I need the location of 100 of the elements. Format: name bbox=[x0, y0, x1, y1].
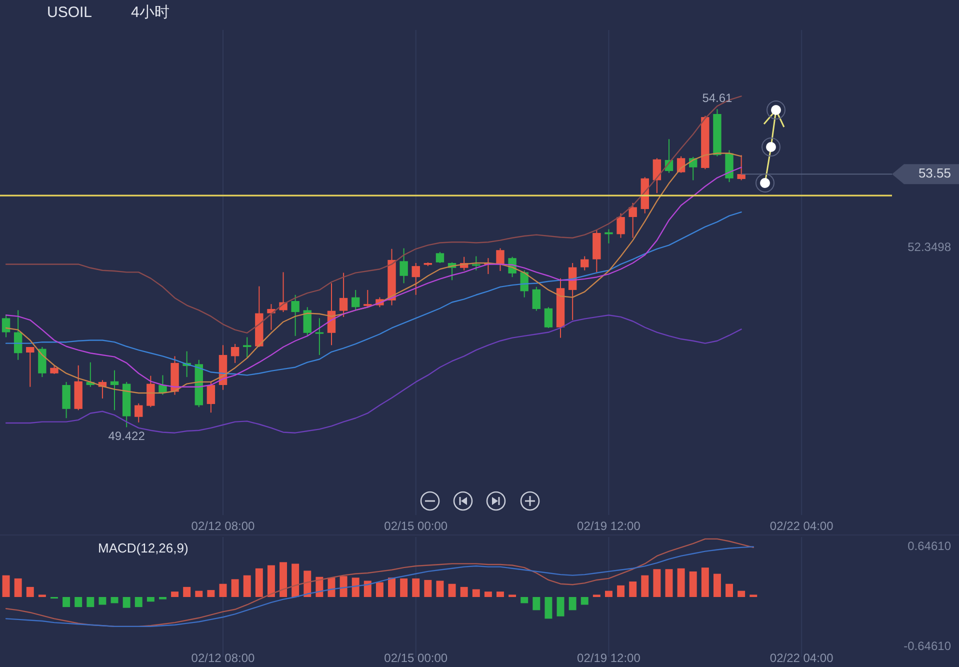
bar bbox=[122, 597, 130, 608]
bar bbox=[255, 568, 263, 597]
bar bbox=[74, 597, 82, 608]
bar bbox=[436, 580, 444, 597]
candlestick bbox=[291, 294, 300, 336]
annotation: 54.61 bbox=[702, 91, 733, 106]
bar bbox=[641, 575, 649, 597]
bar bbox=[726, 584, 734, 597]
candlestick bbox=[230, 343, 240, 364]
bar bbox=[665, 569, 673, 597]
bar bbox=[62, 597, 70, 608]
bar bbox=[352, 578, 360, 597]
bar bbox=[653, 569, 661, 597]
candlestick bbox=[315, 318, 324, 356]
candlestick bbox=[146, 375, 155, 408]
candlestick bbox=[364, 289, 372, 308]
line-series bbox=[5, 212, 742, 376]
bar bbox=[701, 568, 709, 597]
chart-subtitle: 4小时 bbox=[131, 4, 170, 21]
bar bbox=[677, 568, 685, 597]
bar bbox=[219, 584, 227, 597]
x-tick-label: 02/19 12:00 bbox=[577, 651, 641, 666]
bar bbox=[556, 597, 564, 616]
candlestick bbox=[544, 306, 553, 328]
x-tick-label: 02/22 04:00 bbox=[770, 519, 834, 534]
bar bbox=[412, 578, 420, 597]
candlestick bbox=[206, 380, 216, 414]
bar bbox=[292, 564, 300, 597]
candlestick bbox=[351, 289, 360, 311]
bar bbox=[376, 582, 384, 597]
bar bbox=[617, 585, 625, 597]
candlestick bbox=[412, 262, 420, 296]
bar bbox=[364, 580, 372, 597]
line-series bbox=[5, 96, 742, 334]
annotation: 49.422 bbox=[108, 429, 146, 444]
y-tick-label: -0.64610 bbox=[904, 639, 952, 654]
x-tick-label: 02/19 12:00 bbox=[577, 519, 641, 534]
bar bbox=[388, 578, 396, 597]
bar bbox=[86, 597, 94, 608]
candlestick bbox=[134, 402, 143, 423]
bar bbox=[484, 592, 492, 597]
bar bbox=[472, 589, 480, 597]
candlestick bbox=[62, 381, 70, 419]
chart-title: MACD(12,26,9) bbox=[98, 540, 188, 556]
candlestick bbox=[400, 248, 408, 284]
candlestick bbox=[676, 156, 686, 174]
bar bbox=[520, 597, 528, 604]
bar bbox=[14, 578, 22, 597]
bar bbox=[304, 570, 312, 597]
candlestick bbox=[737, 154, 746, 181]
bar bbox=[580, 597, 588, 605]
bar bbox=[267, 565, 275, 597]
bar bbox=[424, 580, 432, 597]
bar bbox=[110, 597, 118, 604]
bar bbox=[568, 597, 576, 610]
bar bbox=[134, 597, 142, 608]
bar bbox=[243, 575, 251, 597]
bar bbox=[195, 590, 203, 597]
candlestick bbox=[580, 256, 589, 271]
candlestick bbox=[110, 370, 119, 411]
bar bbox=[98, 597, 106, 605]
y-tick-label: 53.55 bbox=[918, 166, 951, 181]
candlestick bbox=[243, 336, 252, 358]
candlestick bbox=[616, 212, 625, 238]
x-tick-label: 02/12 08:00 bbox=[191, 651, 256, 666]
candlestick bbox=[436, 251, 444, 264]
candlestick bbox=[26, 346, 34, 388]
bar bbox=[280, 562, 288, 597]
bar bbox=[629, 582, 637, 597]
bar bbox=[460, 586, 468, 597]
bar bbox=[231, 579, 239, 597]
candlestick bbox=[496, 248, 504, 272]
bar bbox=[207, 590, 215, 597]
y-tick-label: 0.64610 bbox=[908, 539, 952, 554]
bar bbox=[400, 578, 408, 597]
candlestick bbox=[339, 272, 348, 318]
candlestick bbox=[2, 314, 10, 338]
bar bbox=[26, 586, 34, 597]
bar bbox=[689, 571, 697, 597]
bar bbox=[2, 575, 10, 597]
chart-title: USOIL bbox=[47, 4, 92, 21]
bar bbox=[496, 592, 504, 597]
bar bbox=[146, 597, 154, 602]
candlestick bbox=[532, 286, 541, 312]
bar bbox=[171, 592, 179, 597]
candlestick bbox=[472, 256, 480, 271]
x-tick-label: 02/15 00:00 bbox=[384, 651, 448, 666]
bar bbox=[183, 586, 191, 597]
line-series bbox=[5, 314, 742, 434]
bar bbox=[713, 574, 721, 597]
bar bbox=[544, 597, 552, 619]
candlestick bbox=[267, 304, 276, 330]
x-tick-label: 02/15 00:00 bbox=[384, 519, 448, 534]
x-tick-label: 02/22 04:00 bbox=[770, 651, 834, 666]
bar bbox=[448, 584, 456, 597]
candlestick bbox=[628, 202, 637, 238]
candlestick bbox=[303, 306, 312, 336]
x-tick-label: 02/12 08:00 bbox=[191, 519, 256, 534]
bar bbox=[532, 597, 540, 610]
bar bbox=[340, 576, 348, 597]
